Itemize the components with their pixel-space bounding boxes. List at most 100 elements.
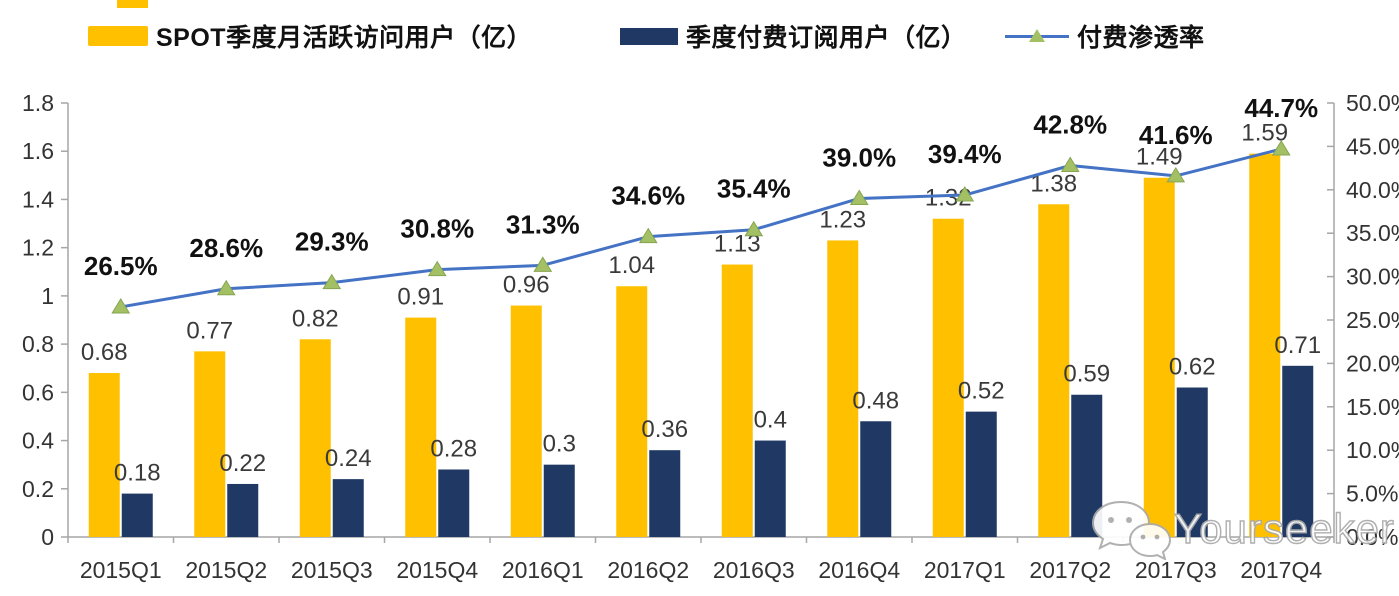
bar-label-subs: 0.22 xyxy=(219,450,266,477)
left-axis-tick-label: 0 xyxy=(41,524,54,550)
bar-label-subs: 0.62 xyxy=(1169,354,1216,381)
penetration-marker xyxy=(1271,140,1291,156)
bar-label-subs: 0.28 xyxy=(430,435,477,462)
bar-mau-2016Q4 xyxy=(827,240,859,537)
bar-mau-2015Q1 xyxy=(88,373,120,537)
bar-label-subs: 0.36 xyxy=(641,416,688,443)
penetration-marker xyxy=(533,256,553,272)
bar-label-subs: 0.24 xyxy=(325,445,372,472)
penetration-marker xyxy=(111,298,131,314)
left-axis-tick-label: 0.8 xyxy=(22,331,54,357)
bar-subs-2015Q3 xyxy=(332,479,364,537)
left-axis-tick-label: 0.4 xyxy=(22,428,54,454)
x-axis-category-label: 2016Q3 xyxy=(713,557,795,583)
penetration-label: 31.3% xyxy=(506,209,580,239)
bar-label-subs: 0.59 xyxy=(1063,361,1110,388)
left-axis-tick-label: 0.2 xyxy=(22,476,54,502)
bar-label-mau: 0.77 xyxy=(186,317,233,344)
penetration-label: 39.4% xyxy=(928,139,1002,169)
left-axis-tick-label: 1.2 xyxy=(22,235,54,261)
bar-label-subs: 0.3 xyxy=(543,431,576,458)
penetration-label: 28.6% xyxy=(189,233,263,263)
cropped-swatch-artifact xyxy=(117,0,148,8)
x-axis-category-label: 2017Q1 xyxy=(924,557,1006,583)
left-axis-tick-label: 1.6 xyxy=(22,138,54,164)
penetration-label: 42.8% xyxy=(1033,109,1107,139)
bar-subs-2016Q1 xyxy=(543,464,575,537)
bar-subs-2017Q4 xyxy=(1282,365,1314,537)
x-axis-category-label: 2016Q2 xyxy=(607,557,689,583)
bar-mau-2015Q4 xyxy=(405,317,437,537)
bar-mau-2017Q3 xyxy=(1143,177,1175,537)
x-axis-category-label: 2017Q2 xyxy=(1029,557,1111,583)
right-axis-tick-label: 35.0% xyxy=(1346,220,1399,246)
x-axis-category-label: 2016Q4 xyxy=(818,557,900,583)
bar-label-subs: 0.18 xyxy=(114,460,161,487)
bar-subs-2015Q4 xyxy=(438,469,470,537)
bar-label-mau: 0.82 xyxy=(292,305,339,332)
line-marker-legend-icon xyxy=(1005,26,1069,46)
bar-label-mau: 1.23 xyxy=(819,206,866,233)
penetration-marker xyxy=(849,189,869,205)
subs-legend-label: 季度付费订阅用户（亿） xyxy=(686,24,967,52)
bar-mau-2017Q1 xyxy=(932,218,964,537)
bar-mau-2016Q3 xyxy=(721,264,753,537)
bar-subs-2016Q4 xyxy=(860,421,892,537)
bar-subs-2016Q3 xyxy=(754,440,786,537)
legend-item-penetration: 付费渗透率 xyxy=(1005,18,1205,54)
bar-label-subs: 0.71 xyxy=(1274,332,1321,359)
x-axis-category-label: 2015Q2 xyxy=(185,557,267,583)
right-axis-tick-label: 15.0% xyxy=(1346,394,1399,420)
bar-label-subs: 0.4 xyxy=(754,407,787,434)
right-axis-tick-label: 0.0% xyxy=(1346,524,1398,550)
bar-mau-2016Q1 xyxy=(510,305,542,537)
bar-subs-2016Q2 xyxy=(649,450,681,537)
bar-label-subs: 0.48 xyxy=(852,387,899,414)
bar-mau-2016Q2 xyxy=(616,286,648,537)
bar-label-mau: 0.68 xyxy=(81,339,128,366)
right-axis-tick-label: 30.0% xyxy=(1346,264,1399,290)
penetration-marker xyxy=(427,260,447,277)
right-axis-tick-label: 5.0% xyxy=(1346,481,1398,507)
bar-mau-2017Q2 xyxy=(1038,204,1070,537)
penetration-legend-label: 付费渗透率 xyxy=(1077,24,1205,52)
bar-subs-2017Q2 xyxy=(1071,394,1103,537)
mau-legend-swatch xyxy=(88,26,148,46)
bar-label-subs: 0.52 xyxy=(958,378,1005,405)
penetration-label: 35.4% xyxy=(717,174,791,204)
left-axis-tick-label: 1.8 xyxy=(22,90,54,116)
bar-mau-2015Q2 xyxy=(194,351,226,537)
penetration-label: 39.0% xyxy=(822,142,896,172)
penetration-marker xyxy=(638,227,658,244)
bar-label-mau: 1.49 xyxy=(1136,144,1183,171)
penetration-label: 30.8% xyxy=(400,214,474,244)
legend-item-subs: 季度付费订阅用户（亿） xyxy=(620,18,967,54)
penetration-line xyxy=(120,147,1282,309)
right-axis-tick-label: 25.0% xyxy=(1346,307,1399,333)
penetration-marker xyxy=(955,186,975,202)
bar-subs-2017Q1 xyxy=(965,411,997,537)
penetration-marker xyxy=(1166,166,1186,183)
bar-label-mau: 0.96 xyxy=(503,272,550,299)
x-axis-category-label: 2015Q3 xyxy=(291,557,373,583)
x-axis-category-label: 2015Q1 xyxy=(80,557,162,583)
penetration-marker xyxy=(1060,156,1080,172)
penetration-label: 26.5% xyxy=(84,251,158,281)
bar-label-mau: 1.04 xyxy=(608,252,655,279)
right-axis-tick-label: 10.0% xyxy=(1346,437,1399,463)
penetration-marker xyxy=(322,273,342,290)
penetration-label: 29.3% xyxy=(295,227,369,257)
x-axis-category-label: 2015Q4 xyxy=(396,557,478,583)
bar-subs-2015Q2 xyxy=(227,483,259,537)
right-axis-tick-label: 45.0% xyxy=(1346,133,1399,159)
left-axis-tick-label: 0.6 xyxy=(22,379,54,405)
x-axis-category-label: 2017Q4 xyxy=(1240,557,1322,583)
subs-legend-swatch xyxy=(620,27,678,45)
right-axis-tick-label: 20.0% xyxy=(1346,350,1399,376)
mau-legend-label: SPOT季度月活跃访问用户（亿） xyxy=(156,24,533,52)
x-axis-category-label: 2017Q3 xyxy=(1135,557,1217,583)
left-axis-tick-label: 1 xyxy=(41,283,54,309)
bar-label-mau: 0.91 xyxy=(397,284,444,311)
